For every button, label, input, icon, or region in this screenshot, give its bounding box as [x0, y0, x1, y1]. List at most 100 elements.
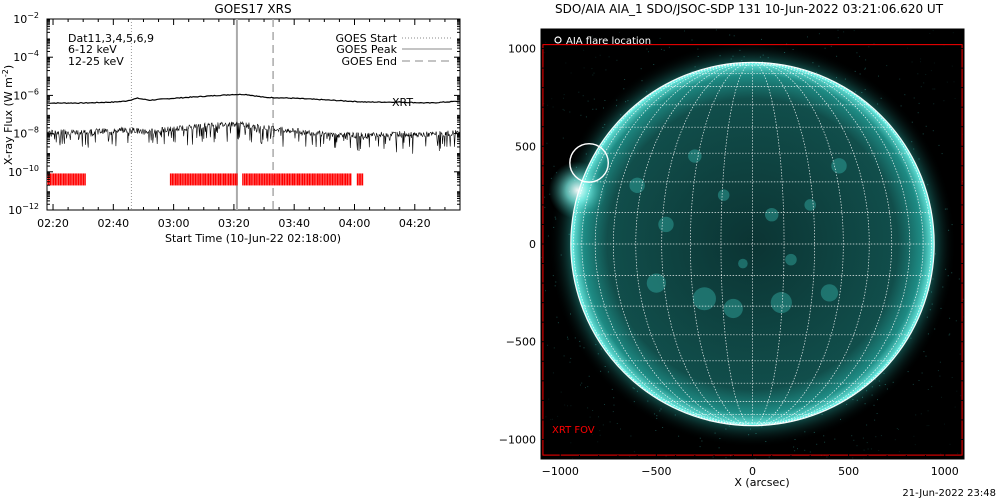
corona-speckle: [616, 105, 617, 107]
corona-speckle: [574, 337, 576, 339]
corona-speckle: [592, 410, 594, 411]
aia-marks: [541, 29, 964, 459]
goes-chart-title: GOES17 XRS: [214, 2, 291, 16]
flare-legend-label: AIA flare location: [566, 36, 651, 47]
corona-speckle: [743, 56, 745, 58]
corona-speckle: [585, 116, 587, 118]
corona-speckle: [547, 344, 549, 346]
corona-speckle: [864, 89, 866, 91]
corona-speckle: [640, 68, 642, 70]
active-region-blob: [785, 253, 797, 266]
corona-speckle: [555, 281, 557, 283]
flare-glow: [548, 161, 607, 220]
goes-y-label-sup: -2: [1, 69, 10, 77]
corona-speckle: [662, 427, 664, 428]
corona-speckle: [659, 410, 661, 412]
goes-y-tick-label: 10−6: [13, 87, 39, 102]
corona-speckle: [719, 55, 721, 57]
xrt-fov-label: XRT FOV: [552, 425, 595, 436]
corona-speckle: [699, 446, 701, 448]
corona-speckle: [653, 64, 655, 65]
corona-speckle: [570, 405, 572, 407]
corona-speckle: [553, 347, 555, 349]
legend-goes-start: GOES Start: [336, 32, 398, 45]
corona-speckle: [560, 254, 562, 256]
corona-speckle: [623, 88, 625, 90]
corona-speckle: [562, 108, 564, 110]
corona-speckle: [636, 390, 638, 392]
corona-speckle: [568, 233, 570, 235]
corona-speckle: [602, 127, 604, 128]
active-region-blob: [688, 149, 702, 163]
corona-speckle: [856, 52, 858, 54]
corona-speckle: [765, 441, 767, 442]
corona-speckle: [556, 430, 558, 432]
corona-speckle: [712, 456, 714, 458]
goes-long-channel-line: [47, 93, 460, 105]
corona-speckle: [555, 218, 557, 220]
active-region-blob: [820, 284, 839, 302]
corona-speckle: [864, 403, 866, 405]
corona-speckle: [899, 78, 901, 80]
corona-speckle: [581, 382, 583, 384]
flare-legend-circle-icon: [554, 36, 562, 44]
corona-speckle: [762, 54, 764, 56]
corona-speckle: [931, 303, 933, 305]
corona-speckle: [797, 448, 798, 450]
grid-limb-circle: [570, 61, 935, 427]
corona-speckle: [579, 345, 581, 347]
corona-speckle: [729, 34, 731, 36]
corona-speckle: [948, 229, 950, 231]
corona-speckle: [560, 391, 562, 393]
goes-y-tick-label: 10−12: [8, 202, 39, 217]
corona-speckle: [932, 130, 934, 132]
corona-speckle: [761, 38, 762, 40]
corona-speckle: [656, 415, 658, 417]
corona-speckle: [920, 61, 921, 63]
goes-y-tick-exponent: −8: [27, 126, 39, 135]
corona-speckle: [875, 436, 877, 438]
corona-speckle: [926, 425, 928, 427]
corona-speckle: [580, 114, 582, 116]
longitude-line: [752, 61, 924, 427]
corona-speckle: [609, 421, 611, 423]
corona-speckle: [569, 361, 571, 363]
corona-speckle: [818, 33, 820, 35]
corona-speckle: [589, 416, 591, 418]
corona-speckle: [697, 48, 699, 50]
corona-speckle: [595, 37, 597, 39]
corona-speckle: [952, 32, 954, 34]
active-region-blob: [804, 199, 816, 211]
corona-speckle: [611, 388, 613, 390]
corona-speckle: [873, 43, 875, 45]
corona-speckle: [959, 353, 961, 355]
corona-speckle: [873, 404, 875, 406]
corona-speckle: [784, 52, 786, 53]
corona-speckle: [624, 79, 626, 80]
corona-speckle: [595, 56, 597, 58]
corona-speckle: [927, 333, 929, 335]
corona-speckle: [659, 37, 661, 39]
corona-speckle: [886, 388, 888, 390]
goes-x-tick-label: 03:40: [278, 217, 310, 230]
goes-y-label-close: ): [2, 65, 15, 69]
aia-y-tick-label: 500: [515, 140, 536, 153]
aia-y-tick-label: −500: [506, 336, 536, 349]
corona-speckle: [708, 420, 710, 422]
corona-speckle: [913, 148, 915, 150]
xrt-label: XRT: [392, 96, 413, 109]
corona-speckle: [556, 316, 558, 318]
corona-speckle: [715, 29, 717, 31]
corona-speckle: [923, 181, 925, 183]
corona-speckle: [920, 86, 922, 88]
corona-speckle: [613, 397, 615, 399]
corona-speckle: [646, 91, 648, 93]
goes-y-tick-label: 10−2: [13, 11, 39, 26]
corona-speckle: [647, 400, 649, 402]
corona-speckle: [925, 74, 927, 75]
corona-speckle: [607, 371, 609, 373]
active-region-blob: [629, 177, 645, 194]
corona-speckle: [595, 344, 597, 346]
corona-speckle: [853, 30, 855, 32]
